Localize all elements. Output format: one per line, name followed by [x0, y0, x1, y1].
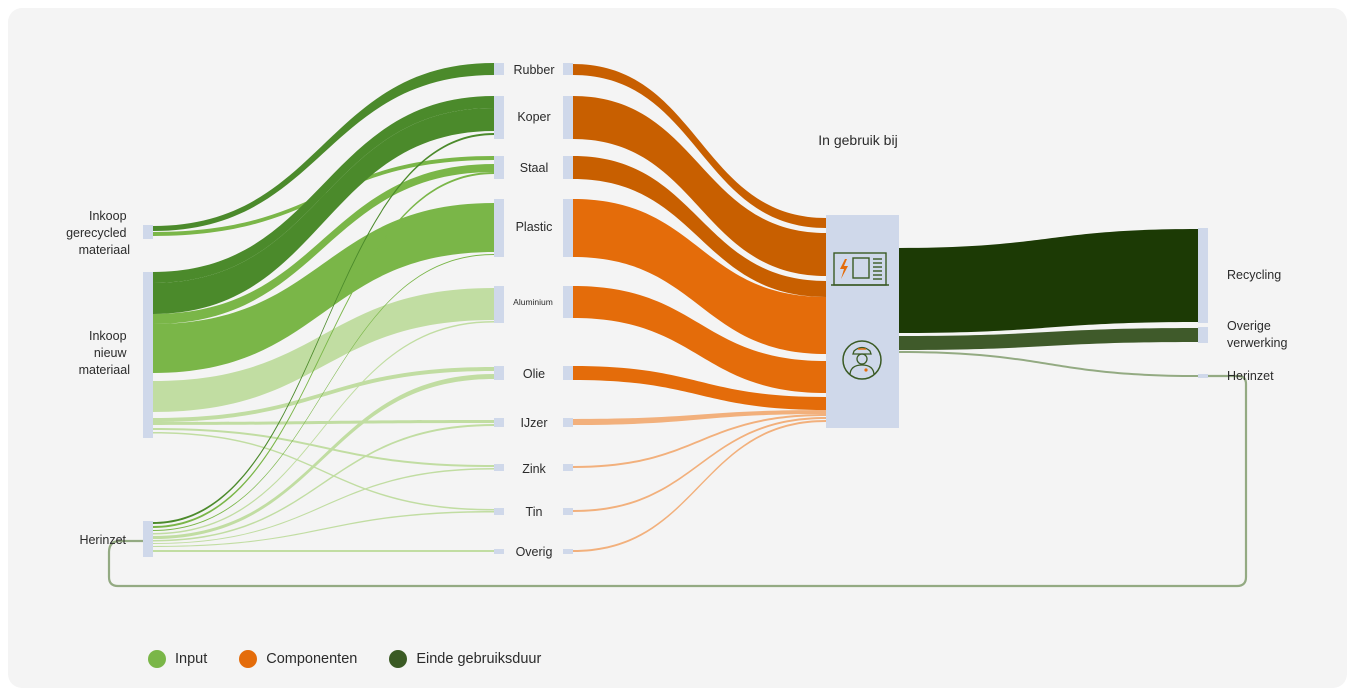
- node-koper-out[interactable]: [563, 96, 573, 139]
- node-in-gebruik[interactable]: [826, 215, 899, 428]
- flow-nieuw-staal: [153, 164, 494, 324]
- flow-herinzet-plastic: [153, 254, 494, 531]
- flow-aluminium-gebruik: [573, 286, 826, 393]
- node-zink-in: [494, 464, 504, 471]
- flow-nieuw-olie: [153, 367, 494, 422]
- label-herinzet-in: Herinzet: [79, 533, 126, 547]
- flow-herinzet-ijzer: [153, 424, 494, 542]
- node-koper-in: [494, 96, 504, 139]
- labels-layer: In gebruik bij Inkoop gerecycled materia…: [66, 63, 1287, 559]
- label-tin: Tin: [526, 505, 543, 519]
- label-overig: Overig: [516, 545, 553, 559]
- label-inkoop-nieuw: Inkoop nieuw materiaal: [79, 329, 130, 377]
- node-overige-verwerking[interactable]: [1198, 327, 1208, 343]
- flow-nieuw-plastic: [153, 203, 494, 373]
- label-olie: Olie: [523, 367, 545, 381]
- node-overig-out[interactable]: [563, 549, 573, 554]
- label-recycling: Recycling: [1227, 268, 1281, 282]
- flow-herinzet-loop: [107, 374, 1248, 588]
- legend-label: Einde gebruiksduur: [416, 651, 542, 667]
- flow-herinzet-tin: [153, 511, 494, 547]
- flows-layer: [107, 63, 1248, 588]
- node-olie-out[interactable]: [563, 366, 573, 380]
- flow-zink-gebruik: [573, 414, 826, 468]
- legend-dot-componenten: [239, 650, 258, 668]
- node-staal-in: [494, 156, 504, 179]
- flow-gebruik-overige: [899, 328, 1198, 350]
- flow-nieuw-zink: [153, 428, 494, 467]
- node-plastic-in: [494, 199, 504, 257]
- label-overige-verwerking: Overige verwerking: [1227, 319, 1287, 350]
- legend-label: Input: [175, 651, 208, 667]
- legend-item-componenten[interactable]: Componenten: [239, 650, 357, 668]
- flow-koper-gebruik: [573, 96, 826, 276]
- legend: Input Componenten Einde gebruiksduur: [148, 650, 573, 668]
- label-staal: Staal: [520, 161, 549, 175]
- node-herinzet-in[interactable]: [143, 521, 153, 557]
- node-inkoop-nieuw[interactable]: [143, 272, 153, 438]
- flow-gebruik-recycling: [899, 229, 1198, 333]
- flow-gerecycled-rubber: [153, 63, 494, 231]
- flow-plastic-gebruik: [573, 199, 826, 354]
- flow-gebruik-herinzet: [899, 351, 1198, 377]
- flow-nieuw-tin: [153, 432, 494, 511]
- flow-overig-gebruik: [573, 420, 826, 552]
- label-koper: Koper: [517, 110, 550, 124]
- flow-olie-gebruik: [573, 366, 826, 410]
- node-ijzer-out[interactable]: [563, 418, 573, 427]
- flow-staal-gebruik: [573, 156, 826, 297]
- node-staal-out[interactable]: [563, 156, 573, 179]
- legend-dot-input: [148, 650, 166, 668]
- node-recycling[interactable]: [1198, 228, 1208, 323]
- flow-tin-gebruik: [573, 417, 826, 512]
- node-rubber-out[interactable]: [563, 63, 573, 75]
- usage-title: In gebruik bij: [818, 132, 897, 148]
- label-ijzer: IJzer: [520, 416, 547, 430]
- flow-rubber-gebruik: [573, 64, 826, 228]
- node-rubber-in: [494, 63, 504, 75]
- flow-herinzet-staal: [153, 172, 494, 528]
- flow-nieuw-koper-b: [153, 108, 494, 314]
- flow-nieuw-koper-a: [153, 96, 494, 283]
- node-overig-in: [494, 549, 504, 554]
- node-olie-in: [494, 366, 504, 380]
- label-plastic: Plastic: [516, 220, 553, 234]
- flow-herinzet-overig: [153, 550, 494, 552]
- legend-label: Componenten: [266, 651, 358, 667]
- legend-item-input[interactable]: Input: [148, 650, 207, 668]
- node-aluminium-in: [494, 286, 504, 323]
- flow-ijzer-gebruik: [573, 410, 826, 425]
- label-herinzet-out: Herinzet: [1227, 369, 1274, 383]
- flow-herinzet-olie: [153, 374, 494, 539]
- nodes-layer: [143, 63, 1208, 557]
- flow-herinzet-koper: [153, 133, 494, 524]
- label-rubber: Rubber: [514, 63, 555, 77]
- node-herinzet-out[interactable]: [1198, 374, 1208, 378]
- label-aluminium: Aluminium: [513, 297, 553, 307]
- flow-herinzet-zink: [153, 468, 494, 544]
- flow-nieuw-ijzer: [153, 420, 494, 425]
- node-inkoop-gerecycled[interactable]: [143, 225, 153, 239]
- node-zink-out[interactable]: [563, 464, 573, 471]
- label-inkoop-gerecycled: Inkoop gerecycled materiaal: [66, 209, 130, 257]
- node-plastic-out[interactable]: [563, 199, 573, 257]
- node-tin-out[interactable]: [563, 508, 573, 515]
- legend-dot-einde: [389, 650, 408, 668]
- label-zink: Zink: [522, 462, 546, 476]
- flow-herinzet-aluminium: [153, 321, 494, 535]
- charging-station-icon: [831, 252, 889, 286]
- technician-icon: [842, 340, 882, 380]
- node-ijzer-in: [494, 418, 504, 427]
- node-aluminium-out[interactable]: [563, 286, 573, 318]
- node-tin-in: [494, 508, 504, 515]
- legend-item-einde-gebruiksduur[interactable]: Einde gebruiksduur: [389, 650, 541, 668]
